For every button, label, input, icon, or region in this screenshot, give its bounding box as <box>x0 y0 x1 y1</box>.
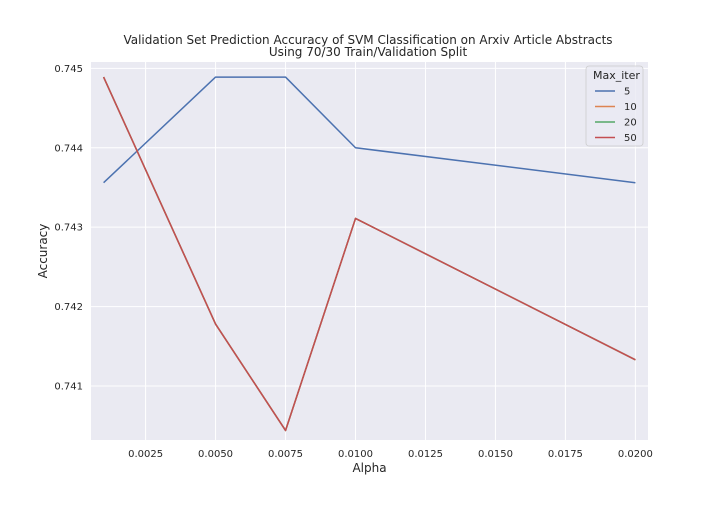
legend-items: 5 10 20 50 <box>595 87 637 144</box>
series-lines <box>102 76 636 432</box>
x-tick-label: 0.0200 <box>618 449 653 460</box>
legend-label-50: 50 <box>624 133 637 144</box>
chart-title-line2: Using 70/30 Train/Validation Split <box>269 45 468 59</box>
x-tick-label: 0.0175 <box>548 449 583 460</box>
x-tick-label: 0.0075 <box>268 449 303 460</box>
legend-label-20: 20 <box>624 118 637 129</box>
series-line-5 <box>103 76 636 184</box>
chart-title-line1: Validation Set Prediction Accuracy of SV… <box>123 33 612 47</box>
legend-label-10: 10 <box>624 102 637 113</box>
y-axis-label: Accuracy <box>36 224 50 279</box>
x-tick-labels: 0.0025 0.0050 0.0075 0.0100 0.0125 0.0150 0.01… <box>128 449 653 460</box>
x-tick-label: 0.0050 <box>198 449 233 460</box>
x-tick-label: 0.0150 <box>478 449 513 460</box>
x-tick-label: 0.0100 <box>338 449 373 460</box>
x-tick-label: 0.0125 <box>408 449 443 460</box>
y-tick-label: 0.742 <box>54 302 83 313</box>
series-line-50 <box>102 76 636 432</box>
x-axis-label: Alpha <box>352 461 386 475</box>
y-tick-label: 0.745 <box>54 64 83 75</box>
y-tick-label: 0.743 <box>54 223 83 234</box>
y-tick-label: 0.741 <box>54 382 83 393</box>
x-tick-label: 0.0025 <box>128 449 163 460</box>
plot-area <box>91 62 648 440</box>
y-tick-label: 0.744 <box>54 143 83 154</box>
legend-title: Max_iter <box>593 69 640 82</box>
y-tick-labels: 0.741 0.742 0.743 0.744 0.745 <box>54 64 83 393</box>
legend-label-5: 5 <box>624 87 630 98</box>
legend: Max_iter 5 10 20 50 <box>585 65 644 147</box>
grid-lines <box>91 62 648 440</box>
